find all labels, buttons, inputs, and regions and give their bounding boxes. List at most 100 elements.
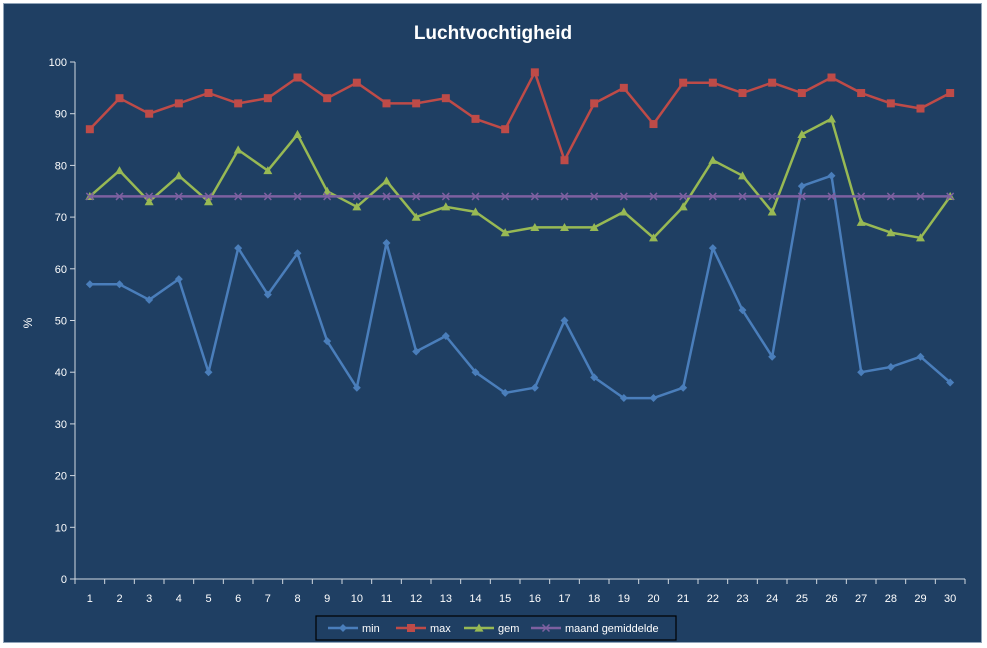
- legend-swatch-marker: [339, 624, 347, 632]
- y-tick-label: 20: [55, 471, 67, 483]
- data-point: [708, 78, 717, 87]
- legend-item: gem: [464, 623, 519, 635]
- legend-label: maand gemiddelde: [565, 623, 659, 635]
- data-point: [382, 192, 391, 201]
- data-point: [708, 155, 718, 164]
- data-point: [530, 383, 539, 392]
- data-point: [352, 192, 361, 201]
- x-tick-label: 5: [205, 593, 211, 605]
- data-point: [797, 129, 807, 138]
- data-point: [204, 197, 213, 206]
- x-tick-label: 26: [825, 593, 837, 605]
- data-point: [589, 222, 599, 232]
- data-point: [263, 94, 272, 103]
- axes: [74, 62, 965, 580]
- x-axis-ticks: 1 2 3 4 5 6 7 8 9 10 11 12 13 14 15 16 17 18 19 20 21 22 23 24 2…: [74, 579, 966, 605]
- data-point: [560, 156, 569, 165]
- data-point: [174, 171, 184, 180]
- legend: min max gem maand gemiddelde: [315, 615, 677, 641]
- x-tick-label: 28: [885, 593, 897, 605]
- x-tick-label: 15: [499, 593, 511, 605]
- chart-area: Luchtvochtigheid % 0 10 20 30 40 50 60 70 80 90 10…: [3, 3, 982, 643]
- x-tick-label: 11: [381, 593, 392, 605]
- x-tick-label: 22: [707, 593, 719, 605]
- x-tick-label: 10: [351, 593, 363, 605]
- data-point: [708, 192, 717, 201]
- data-point: [797, 89, 806, 98]
- line-chart: Luchtvochtigheid % 0 10 20 30 40 50 60 70 80 90 10…: [21, 23, 966, 641]
- data-point: [857, 89, 866, 98]
- legend-swatch-marker: [474, 623, 484, 632]
- data-point: [293, 129, 302, 138]
- y-tick-label: 40: [55, 367, 67, 379]
- data-point: [204, 192, 213, 201]
- data-point: [204, 368, 213, 377]
- data-point: [768, 78, 777, 87]
- legend-label: max: [430, 623, 451, 635]
- y-tick-label: 80: [55, 160, 67, 172]
- data-point: [797, 182, 806, 191]
- data-point: [322, 186, 332, 195]
- data-point: [946, 378, 955, 387]
- data-point: [412, 347, 421, 356]
- data-point: [886, 99, 895, 108]
- data-point: [530, 222, 540, 232]
- legend-label: min: [362, 623, 380, 635]
- data-point: [679, 383, 688, 392]
- x-tick-label: 12: [410, 593, 422, 605]
- data-point: [471, 192, 480, 201]
- series-maand-gemiddelde: [85, 192, 955, 201]
- data-point: [857, 368, 866, 377]
- series-line: [88, 71, 951, 162]
- data-point: [412, 192, 421, 201]
- data-point: [649, 120, 658, 129]
- data-point: [174, 99, 183, 108]
- data-point: [590, 192, 599, 201]
- data-point: [115, 94, 124, 103]
- data-point: [619, 83, 628, 92]
- data-point: [501, 388, 510, 397]
- data-point: [768, 192, 777, 201]
- legend-swatch-marker: [407, 624, 415, 632]
- data-point: [619, 394, 628, 403]
- data-point: [590, 99, 599, 108]
- x-tick-label: 20: [647, 593, 659, 605]
- data-point: [530, 192, 539, 201]
- data-point: [174, 192, 183, 201]
- y-tick-label: 60: [55, 264, 67, 276]
- data-point: [471, 114, 480, 123]
- data-point: [352, 78, 361, 87]
- data-point: [233, 145, 243, 154]
- legend-label: gem: [498, 623, 519, 635]
- data-point: [619, 192, 628, 201]
- data-point: [916, 352, 925, 361]
- y-axis-ticks: 0 10 20 30 40 50 60 70 80 90 100: [49, 57, 75, 586]
- data-point: [738, 306, 747, 315]
- data-point: [323, 94, 332, 103]
- data-point: [946, 192, 955, 201]
- data-point: [857, 192, 866, 201]
- data-point: [411, 212, 421, 221]
- data-point: [234, 244, 243, 253]
- data-point: [560, 316, 569, 325]
- data-point: [649, 394, 658, 403]
- data-point: [886, 228, 896, 237]
- data-point: [827, 171, 836, 180]
- data-point: [916, 233, 925, 242]
- data-point: [738, 192, 747, 201]
- y-tick-label: 50: [55, 316, 67, 328]
- data-point: [946, 89, 955, 98]
- x-tick-label: 25: [796, 593, 808, 605]
- data-point: [471, 207, 480, 216]
- data-point: [649, 233, 658, 242]
- data-point: [500, 228, 510, 237]
- x-tick-label: 1: [87, 593, 93, 605]
- data-point: [679, 192, 688, 201]
- legend-item: max: [396, 623, 451, 635]
- data-point: [382, 99, 391, 108]
- data-point: [115, 166, 124, 175]
- y-tick-label: 100: [49, 57, 67, 69]
- legend-item: min: [328, 623, 380, 635]
- x-tick-label: 17: [558, 593, 570, 605]
- data-point: [560, 222, 569, 232]
